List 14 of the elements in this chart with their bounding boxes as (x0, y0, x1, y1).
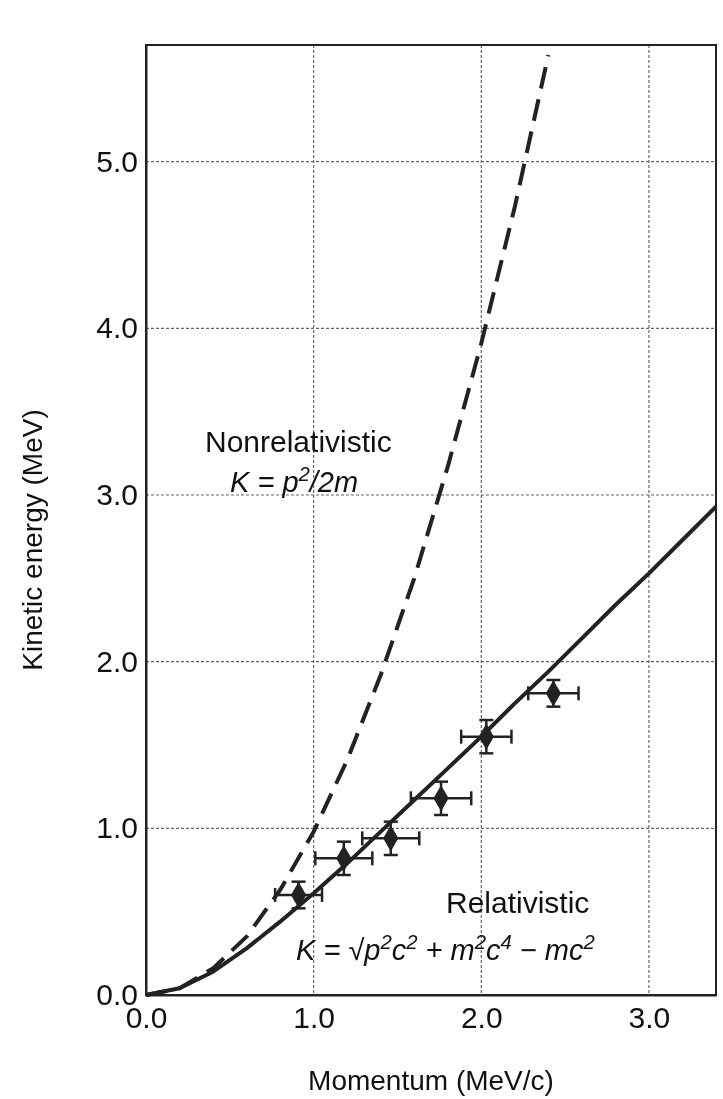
text: Relativistic (446, 886, 590, 919)
y-tick-label: 5.0 (96, 144, 138, 178)
y-tick-label: 1.0 (96, 811, 138, 845)
y-tick-label: 2.0 (96, 644, 138, 678)
y-axis-title: Kinetic energy (MeV) (17, 409, 48, 671)
y-tick-label: 4.0 (96, 311, 138, 345)
y-tick-label: 3.0 (96, 478, 138, 512)
text: K = √p$^{2}$c$^{2}$ + m$^{2}$c$^{4}$ − mc$^{2}$ (296, 931, 595, 966)
x-axis-title: Momentum (MeV/c) (308, 1065, 554, 1096)
annotation: K = p$^{2}$/2m (230, 463, 359, 498)
series-label: Nonrelativistic (205, 425, 392, 458)
x-tick-label: 1.0 (293, 1001, 336, 1035)
x-tick-label: 3.0 (628, 1001, 671, 1035)
x-tick-label: 2.0 (460, 1001, 503, 1035)
